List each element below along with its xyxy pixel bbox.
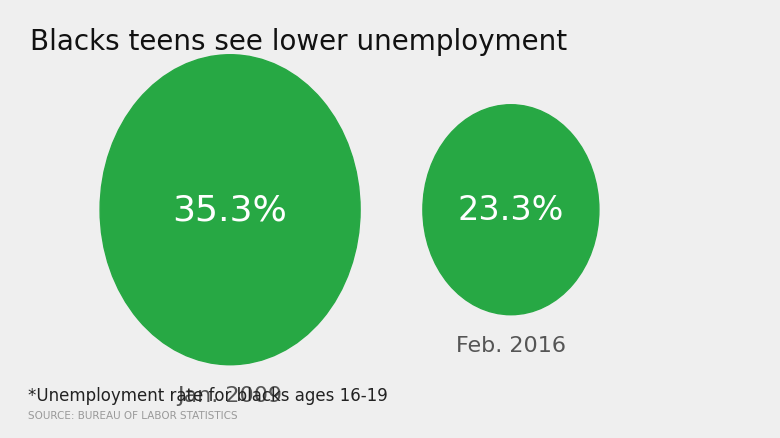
Text: Blacks teens see lower unemployment: Blacks teens see lower unemployment — [30, 28, 567, 56]
Text: 35.3%: 35.3% — [172, 193, 288, 227]
Text: SOURCE: BUREAU OF LABOR STATISTICS: SOURCE: BUREAU OF LABOR STATISTICS — [28, 410, 238, 420]
Text: 23.3%: 23.3% — [458, 194, 564, 227]
Text: Jan. 2009: Jan. 2009 — [178, 385, 282, 405]
Text: Feb. 2016: Feb. 2016 — [456, 335, 566, 355]
Ellipse shape — [423, 106, 599, 315]
Ellipse shape — [100, 56, 360, 365]
Text: *Unemployment rate for blacks ages 16-19: *Unemployment rate for blacks ages 16-19 — [28, 386, 388, 404]
